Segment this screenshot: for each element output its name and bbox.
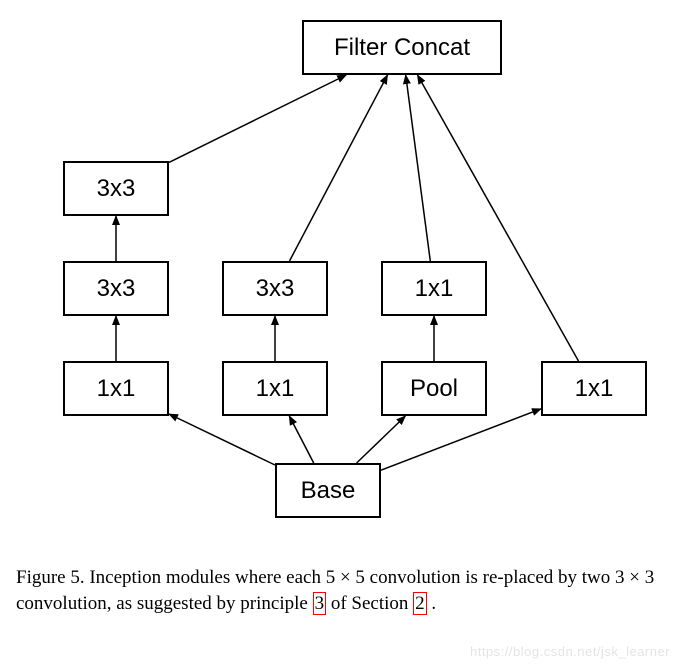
figure-caption: Figure 5. Inception modules where each 5… — [16, 565, 668, 616]
node-label: 3x3 — [256, 275, 295, 303]
edge-base-to-b3_1 — [357, 416, 406, 463]
node-label: 3x3 — [97, 275, 136, 303]
node-b1_3: 3x3 — [63, 161, 169, 216]
caption-text-3: . — [431, 593, 436, 614]
node-b2_1: 1x1 — [222, 361, 328, 416]
node-b1_1: 1x1 — [63, 361, 169, 416]
node-b3_1: Pool — [381, 361, 487, 416]
figure-page: Filter Concat 3x3 3x3 3x3 1x1 1x1 1x1 Pool 1x1 Ba… — [0, 0, 684, 666]
caption-text-2: of Section — [331, 593, 413, 614]
edge-b4_1-to-concat — [418, 75, 579, 361]
node-label: 3x3 — [97, 175, 136, 203]
watermark-text: https://blog.csdn.net/jsk_learner — [470, 644, 670, 659]
edge-base-to-b1_1 — [169, 414, 275, 465]
edge-b3_2-to-concat — [406, 75, 431, 261]
node-label: 1x1 — [575, 375, 614, 403]
edge-b1_3-to-concat — [169, 75, 346, 162]
node-label: Base — [301, 477, 356, 505]
node-label: 1x1 — [97, 375, 136, 403]
node-b1_2: 3x3 — [63, 261, 169, 316]
citation-ref-2[interactable]: 2 — [413, 592, 427, 615]
node-base: Base — [275, 463, 381, 518]
citation-ref-1[interactable]: 3 — [313, 592, 327, 615]
edge-b2_2-to-concat — [290, 75, 388, 261]
node-concat: Filter Concat — [302, 20, 502, 75]
node-label: 1x1 — [256, 375, 295, 403]
edge-base-to-b4_1 — [381, 409, 541, 470]
node-b3_2: 1x1 — [381, 261, 487, 316]
node-label: Filter Concat — [334, 34, 470, 62]
node-label: Pool — [410, 375, 458, 403]
node-b4_1: 1x1 — [541, 361, 647, 416]
node-label: 1x1 — [415, 275, 454, 303]
edge-base-to-b2_1 — [289, 416, 313, 463]
node-b2_2: 3x3 — [222, 261, 328, 316]
